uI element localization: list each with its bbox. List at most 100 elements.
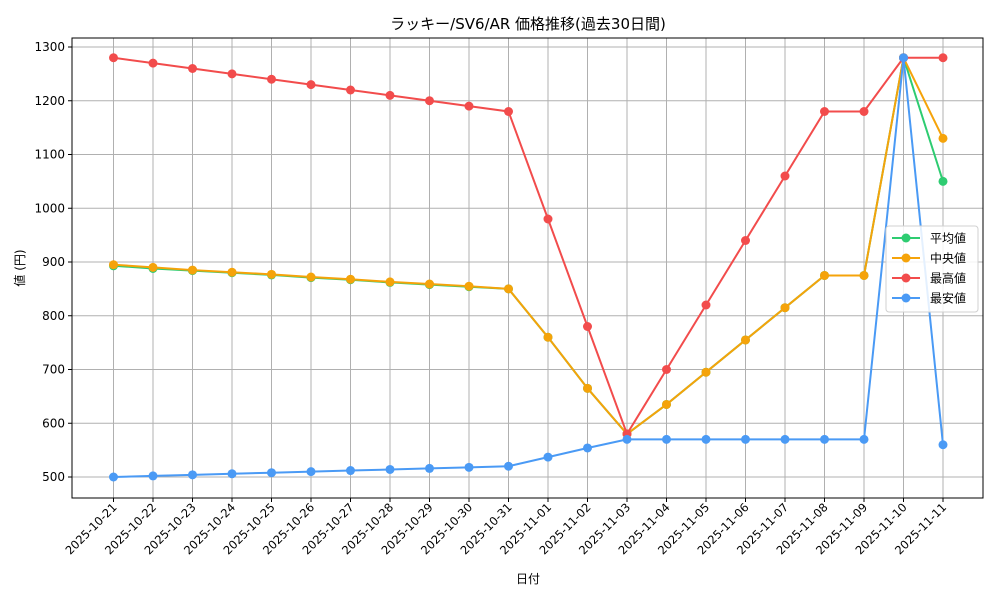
data-point — [741, 236, 750, 245]
data-point — [227, 469, 237, 479]
data-point — [543, 332, 553, 342]
data-point — [148, 262, 158, 272]
y-axis-label: 値 (円) — [12, 249, 27, 286]
series-line — [109, 53, 948, 439]
data-point — [820, 270, 829, 280]
data-point — [425, 279, 434, 289]
data-point — [188, 64, 197, 73]
data-point — [701, 367, 711, 377]
data-point — [543, 214, 553, 224]
legend-item: 平均値 — [892, 231, 966, 246]
data-point — [701, 300, 711, 310]
data-point — [504, 284, 513, 294]
data-point — [899, 53, 908, 63]
data-point — [109, 472, 118, 482]
series-path — [113, 57, 944, 478]
data-point — [662, 365, 671, 374]
data-point — [306, 272, 316, 282]
y-axis: 500 600 700 800 900 1000 1100 1200 1300 — [34, 40, 72, 484]
data-point — [780, 434, 790, 444]
data-point — [464, 462, 474, 472]
data-point — [385, 277, 395, 287]
data-point — [425, 463, 434, 473]
data-point — [464, 101, 474, 111]
data-point — [938, 176, 948, 186]
legend-marker-icon — [901, 253, 911, 263]
data-point — [859, 107, 869, 116]
data-point — [622, 434, 632, 444]
y-tick-label: 1000 — [34, 201, 65, 215]
data-point — [741, 335, 750, 345]
data-point — [464, 281, 474, 291]
legend-label: 平均値 — [930, 231, 966, 246]
plot-frame — [71, 37, 984, 499]
x-axis-label: 日付 — [516, 572, 540, 586]
legend-item: 最高値 — [892, 271, 966, 286]
data-point — [346, 274, 355, 284]
data-point — [859, 434, 869, 444]
data-point — [820, 434, 829, 444]
data-point — [267, 468, 276, 478]
legend-item: 最安値 — [892, 291, 966, 306]
data-point — [583, 443, 592, 453]
data-point — [780, 303, 790, 313]
data-point — [938, 440, 948, 450]
series-path — [113, 57, 944, 436]
data-point — [109, 53, 118, 63]
y-tick-label: 500 — [42, 470, 65, 484]
data-point — [385, 464, 395, 474]
series-line — [109, 53, 948, 482]
data-point — [741, 434, 750, 444]
data-point — [385, 90, 395, 100]
data-point — [820, 107, 829, 116]
series-path — [113, 56, 943, 437]
data-point — [306, 467, 316, 477]
data-point — [425, 96, 434, 106]
data-point — [662, 434, 671, 444]
y-tick-label: 600 — [42, 416, 65, 430]
legend-marker-icon — [901, 293, 911, 303]
y-tick-label: 1300 — [34, 40, 65, 54]
data-point — [188, 470, 197, 480]
legend-label: 中央値 — [930, 251, 966, 266]
legend-label: 最高値 — [930, 271, 966, 286]
y-tick-label: 1100 — [34, 148, 65, 162]
legend-marker-icon — [901, 273, 911, 283]
data-point — [346, 466, 355, 476]
legend-label: 最安値 — [930, 291, 966, 306]
data-point — [938, 133, 948, 143]
data-point — [346, 85, 355, 95]
data-point — [148, 471, 158, 481]
legend-marker-icon — [901, 233, 911, 243]
data-point — [938, 53, 948, 63]
data-point — [227, 267, 237, 277]
data-point — [859, 270, 869, 280]
data-point — [109, 260, 118, 270]
y-tick-label: 900 — [42, 255, 65, 269]
series-layer — [109, 53, 948, 482]
data-point — [504, 461, 513, 471]
data-point — [504, 107, 513, 116]
data-point — [583, 322, 592, 331]
x-axis: 2025-10-212025-10-222025-10-232025-10-24… — [62, 498, 949, 557]
data-point — [188, 265, 197, 275]
legend-item: 中央値 — [892, 251, 966, 266]
data-point — [780, 171, 790, 181]
data-point — [543, 452, 553, 462]
y-tick-label: 700 — [42, 363, 65, 377]
data-point — [583, 383, 592, 393]
grid-lines — [72, 38, 983, 498]
data-point — [662, 399, 671, 409]
chart-title: ラッキー/SV6/AR 価格推移(過去30日間) — [390, 15, 666, 33]
series-path — [113, 54, 944, 436]
data-point — [267, 74, 276, 84]
data-point — [148, 58, 158, 68]
data-point — [267, 269, 276, 279]
data-point — [227, 69, 237, 79]
y-tick-label: 800 — [42, 309, 65, 323]
data-point — [306, 80, 316, 90]
data-point — [701, 434, 711, 444]
